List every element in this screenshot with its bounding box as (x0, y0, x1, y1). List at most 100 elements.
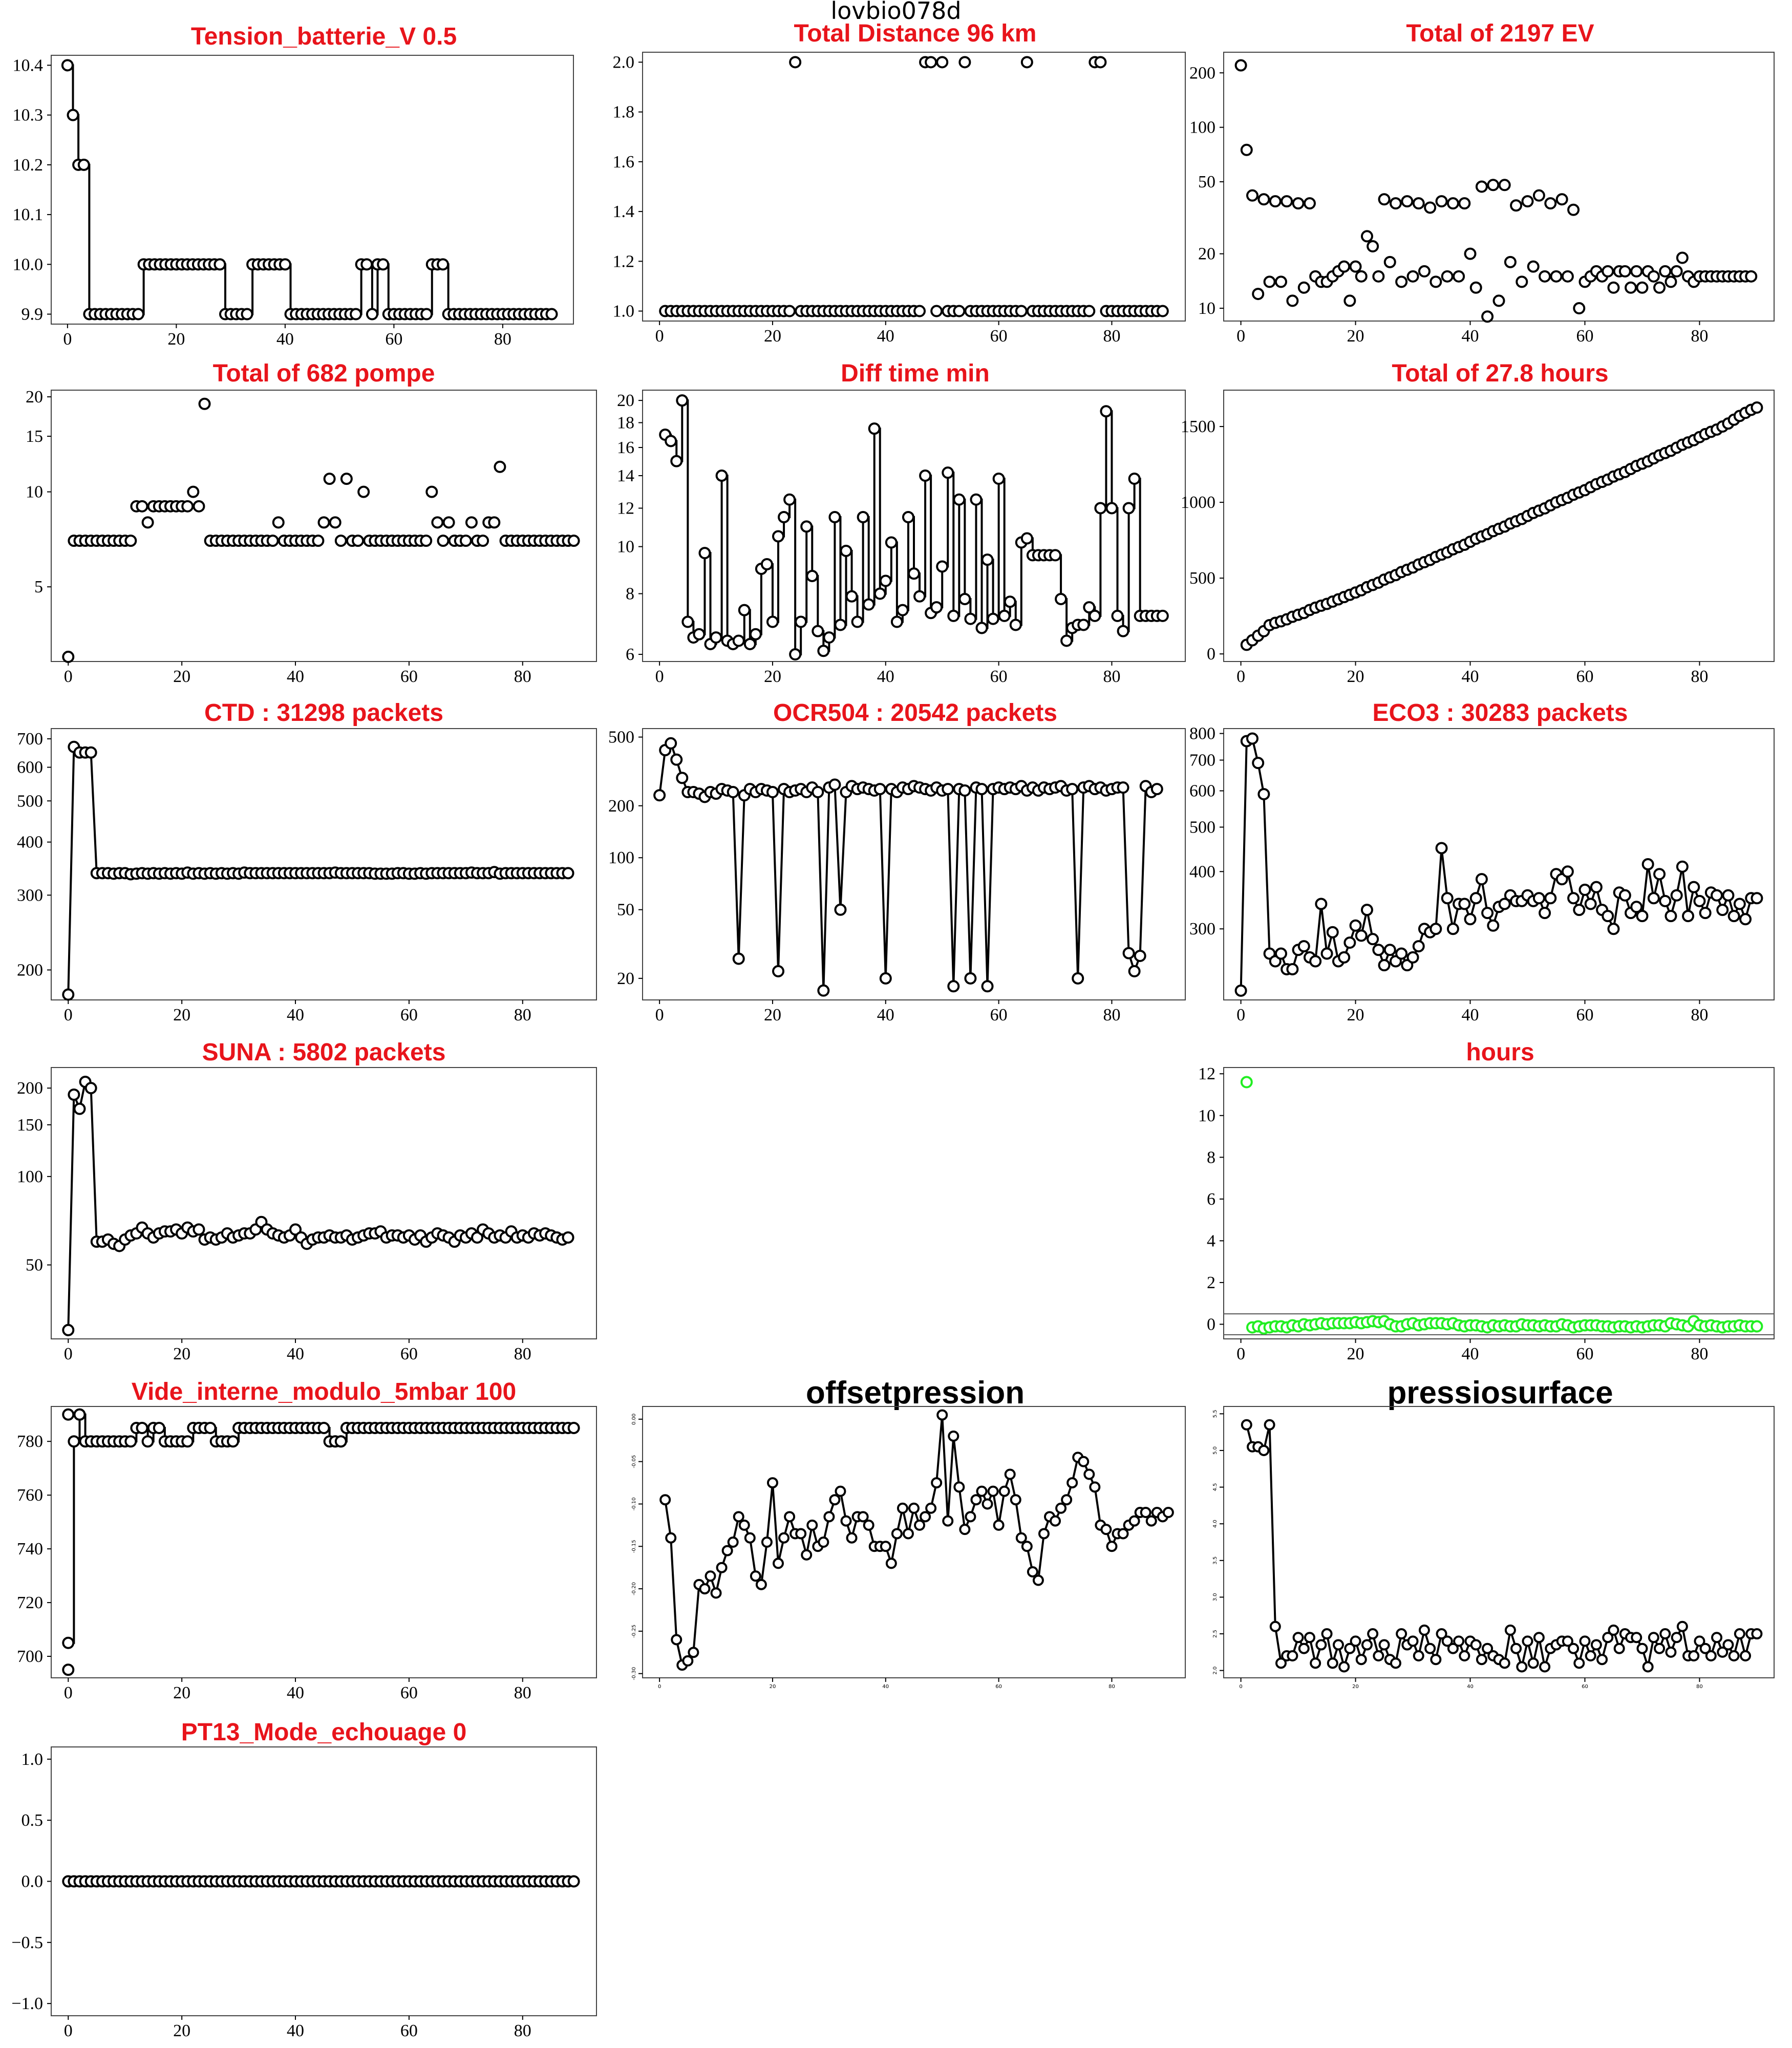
data-point (1372, 944, 1385, 956)
data-point (1573, 904, 1586, 916)
y-tick-label: 12 (617, 499, 634, 518)
data-point (812, 625, 824, 637)
data-point (1252, 757, 1265, 770)
data-point (1413, 1650, 1424, 1662)
data-point (982, 1498, 993, 1510)
data-point (1320, 947, 1333, 960)
chart-title: Vide_interne_modulo_5mbar 100 (131, 1378, 517, 1405)
data-point (879, 972, 892, 985)
data-point (738, 1519, 750, 1531)
data-point (1257, 193, 1270, 206)
x-tick-label: 60 (995, 1684, 1002, 1690)
chart-title: CTD : 31298 packets (204, 699, 443, 727)
data-point (1338, 260, 1351, 273)
data-point (930, 305, 943, 317)
x-tick-label: 80 (1108, 1684, 1115, 1690)
y-tick-label: 5 (34, 578, 43, 596)
chart-suna-packets: SUNA : 5802 packets 0 20 40 60 80 50 100 150 200 (17, 1034, 597, 1372)
data-point (1647, 270, 1660, 283)
data-point (1670, 265, 1683, 278)
data-point (914, 1519, 926, 1531)
x-tick-label: 80 (1696, 1684, 1703, 1690)
data-point (913, 305, 926, 317)
data-point (1395, 947, 1408, 960)
y-tick-label: 200 (1189, 63, 1215, 82)
data-point (732, 952, 745, 965)
data-point (1117, 781, 1129, 794)
data-point (329, 516, 342, 529)
data-point (1234, 59, 1247, 72)
data-point (834, 903, 847, 916)
data-point (698, 547, 711, 560)
chart-plot: 0 20 40 60 80 9.9 10.0 10.1 10.2 10.3 10.4 (13, 55, 574, 349)
chart-plot: 0 20 40 60 80 700 720 740 760 780 (17, 1406, 597, 1702)
data-point (1424, 201, 1437, 214)
data-point (857, 511, 869, 524)
data-point (857, 1511, 869, 1523)
data-point (62, 1324, 75, 1336)
y-tick-label: 100 (17, 1167, 43, 1186)
data-point (710, 1587, 722, 1599)
axes-frame (642, 52, 1186, 322)
chart-title: Tension_batterie_V 0.5 (190, 23, 457, 50)
data-point (1504, 255, 1517, 268)
data-point (1360, 230, 1373, 243)
data-point (1050, 1515, 1061, 1527)
data-point (1602, 265, 1614, 278)
data-point (1378, 959, 1391, 972)
data-point (1659, 1628, 1671, 1640)
data-point (715, 470, 728, 482)
data-point (1562, 1635, 1573, 1647)
chart-pressiosurface: pressiosurface 0 20 40 60 80 2.0 2.5 3.0 3.5 4.0 4… (1212, 1375, 1777, 1713)
y-tick-label: 700 (17, 1647, 43, 1666)
data-point (987, 1485, 999, 1497)
series-line (67, 1079, 569, 1330)
chart-title: PT13_Mode_echouage 0 (181, 1719, 467, 1746)
data-point (1134, 949, 1146, 962)
data-point (755, 1578, 767, 1590)
chart-total-pompe: Total of 682 pompe 0 20 40 60 80 5 10 15 20 (26, 353, 597, 691)
data-point (425, 485, 438, 498)
data-point (1430, 275, 1442, 288)
data-point (1089, 609, 1101, 622)
data-point (1367, 240, 1379, 253)
data-point (766, 1477, 778, 1489)
axes-frame (1223, 1067, 1775, 1339)
y-tick-label: 10.3 (13, 106, 44, 125)
data-point (1613, 1642, 1625, 1654)
data-point (77, 158, 90, 171)
data-point (124, 1435, 137, 1448)
data-point (958, 56, 971, 69)
data-point (851, 615, 864, 628)
data-point (141, 1435, 154, 1448)
data-point (1618, 889, 1631, 902)
data-point (942, 783, 954, 796)
data-point (958, 784, 971, 797)
data-point (187, 485, 200, 498)
x-tick-label: 0 (655, 667, 664, 686)
data-point (562, 867, 574, 880)
y-tick-label: −0.5 (11, 1933, 43, 1952)
data-point (891, 1528, 903, 1540)
data-point (1343, 936, 1356, 949)
data-point (1390, 1657, 1401, 1669)
x-tick-label: 20 (764, 327, 781, 346)
data-point (1561, 865, 1574, 878)
data-point (964, 972, 977, 985)
data-point (1487, 179, 1500, 191)
x-tick-label: 20 (173, 2021, 190, 2040)
data-point (931, 1477, 943, 1489)
data-point (1122, 947, 1135, 959)
data-point (806, 569, 819, 582)
data-point (334, 535, 347, 547)
data-point (766, 615, 779, 628)
y-tick-label: 8 (1207, 1148, 1215, 1167)
data-point (357, 485, 370, 498)
data-point (1728, 1650, 1740, 1662)
data-point (1060, 634, 1073, 647)
data-point (1453, 1635, 1465, 1647)
x-tick-label: 40 (1462, 1345, 1479, 1363)
y-tick-label: 20 (1198, 245, 1215, 264)
y-tick-label: 50 (1198, 173, 1215, 191)
y-tick-label: 1.8 (613, 103, 635, 122)
